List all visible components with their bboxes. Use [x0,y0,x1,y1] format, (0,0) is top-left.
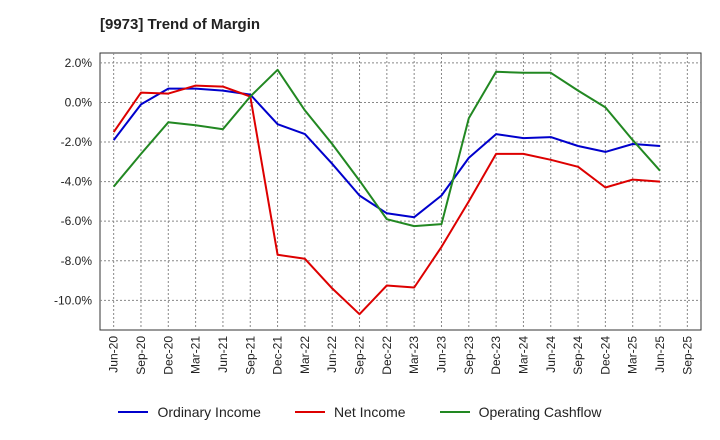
chart-legend: Ordinary Income Net Income Operating Cashf… [0,404,720,420]
x-tick-label: Sep-21 [243,336,257,375]
x-tick-label: Jun-20 [107,336,121,373]
x-tick-label: Mar-24 [516,336,530,374]
x-tick-label: Sep-20 [134,336,148,375]
y-tick-label: 0.0% [65,95,93,109]
x-tick-label: Mar-25 [626,336,640,374]
x-tick-label: Mar-21 [189,336,203,374]
y-tick-label: -2.0% [61,135,93,149]
x-tick-label: Jun-24 [544,336,558,373]
operating-cashflow-line [112,68,661,228]
y-tick-label: -8.0% [61,254,93,268]
legend-swatch [294,411,325,413]
chart-title: [9973] Trend of Margin [100,16,261,33]
net-income-line [112,84,661,316]
ordinary-income-line [112,87,661,219]
x-tick-label: Sep-23 [462,336,476,375]
y-tick-label: 2.0% [65,56,93,70]
x-tick-label: Sep-25 [680,336,694,375]
plot-frame [99,52,702,331]
x-tick-label: Dec-23 [489,336,503,375]
x-tick-label: Dec-24 [598,336,612,375]
y-tick-label: -10.0% [54,293,92,307]
legend-swatch [439,411,470,413]
x-tick-label: Mar-22 [298,336,312,374]
x-tick-label: Jun-22 [325,336,339,373]
legend-label: Operating Cashflow [478,404,602,420]
y-tick-label: -4.0% [61,175,93,189]
x-tick-label: Sep-22 [353,336,367,375]
legend-item-operating-cashflow: Operating Cashflow [439,404,602,420]
legend-item-net-income: Net Income [294,404,406,420]
x-tick-label: Dec-20 [161,336,175,375]
y-tick-label: -6.0% [61,214,93,228]
x-tick-label: Jun-23 [434,336,448,373]
x-tick-label: Jun-21 [216,336,230,373]
legend-item-ordinary-income: Ordinary Income [118,404,261,420]
x-tick-label: Sep-24 [571,336,585,375]
legend-swatch [118,411,149,413]
x-tick-label: Dec-21 [271,336,285,375]
x-tick-label: Dec-22 [380,336,394,375]
x-tick-label: Jun-25 [653,336,667,373]
legend-label: Ordinary Income [157,404,261,420]
legend-label: Net Income [333,404,406,420]
x-tick-label: Mar-23 [407,336,421,374]
